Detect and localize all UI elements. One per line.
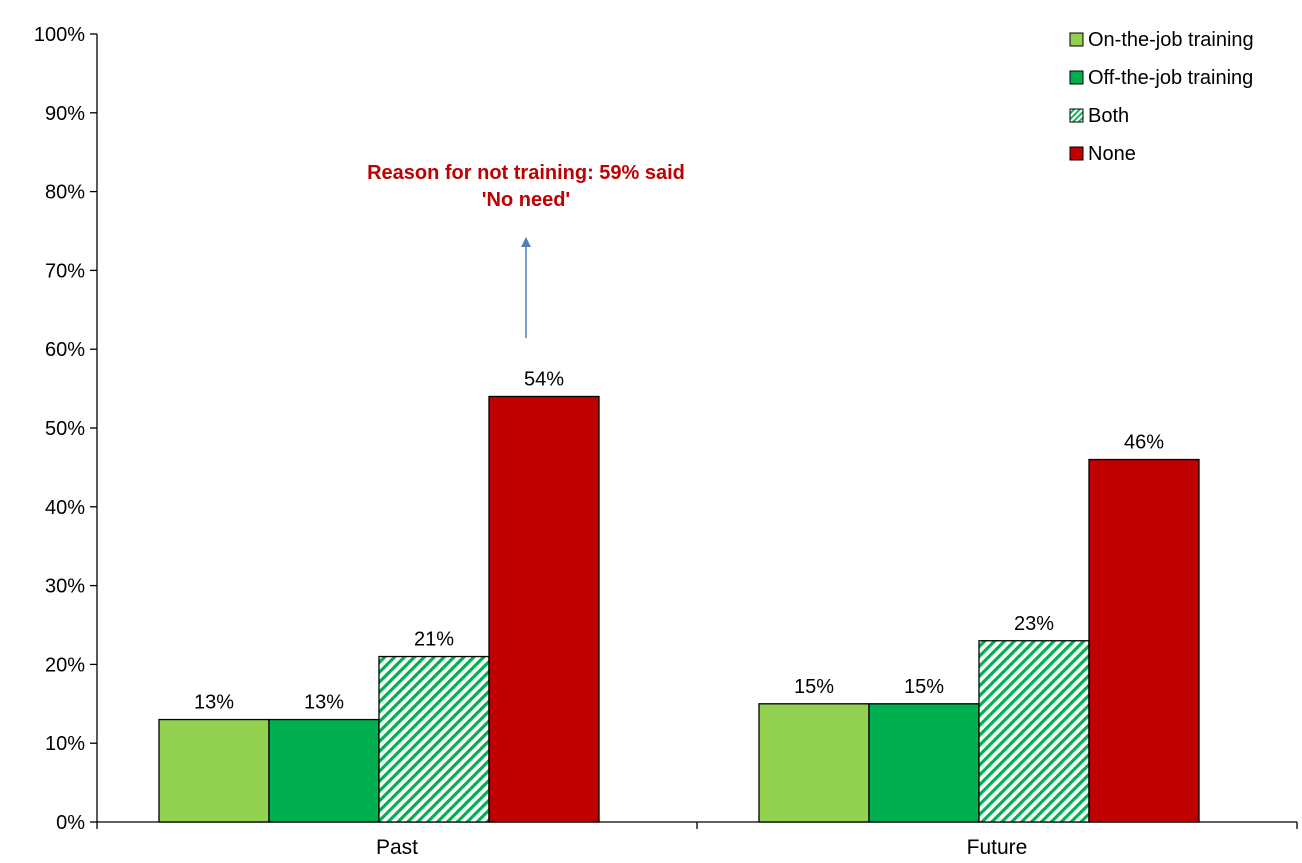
data-label: 13% <box>194 692 234 714</box>
bar-off-the-job-training-future <box>868 703 980 823</box>
x-category-label: Future <box>967 836 1028 859</box>
y-tick-label: 90% <box>45 103 85 125</box>
bar-on-the-job-training-future <box>758 703 870 823</box>
legend-label: None <box>1088 143 1136 165</box>
y-tick-label: 60% <box>45 339 85 361</box>
data-label: 54% <box>524 368 564 390</box>
data-label: 13% <box>304 692 344 714</box>
y-tick-label: 0% <box>56 812 85 834</box>
y-tick-label: 50% <box>45 418 85 440</box>
data-label: 15% <box>904 676 944 698</box>
y-tick-label: 20% <box>45 654 85 676</box>
bar-none-past <box>488 395 600 823</box>
annotation-text: Reason for not training: 59% said <box>367 162 685 184</box>
x-category-label: Past <box>376 836 418 859</box>
legend-label: Off-the-job training <box>1088 67 1253 89</box>
legend-label: On-the-job training <box>1088 29 1254 51</box>
bar-off-the-job-training-past <box>268 718 380 823</box>
y-tick-label: 80% <box>45 182 85 204</box>
legend-swatch <box>1069 108 1084 123</box>
data-label: 23% <box>1014 613 1054 635</box>
data-label: 21% <box>414 629 454 651</box>
bar-both-past <box>378 655 490 823</box>
legend-swatch <box>1069 32 1084 47</box>
y-tick-label: 70% <box>45 260 85 282</box>
y-tick-label: 40% <box>45 497 85 519</box>
data-label: 15% <box>794 676 834 698</box>
legend-swatch <box>1069 70 1084 85</box>
y-tick-label: 10% <box>45 733 85 755</box>
bar-none-future <box>1088 458 1200 823</box>
legend-swatch <box>1069 146 1084 161</box>
plot-area: 0% 10% 20% 30% 40% 50% 60% 70% 80% 90% 100% Past 13%… <box>34 24 1298 859</box>
y-tick-label: 30% <box>45 576 85 598</box>
annotation-text: 'No need' <box>482 189 570 211</box>
data-label: 46% <box>1124 432 1164 454</box>
bar-both-future <box>978 640 1090 823</box>
y-tick-label: 100% <box>34 24 85 46</box>
bar-on-the-job-training-past <box>158 718 270 823</box>
legend-label: Both <box>1088 105 1129 127</box>
